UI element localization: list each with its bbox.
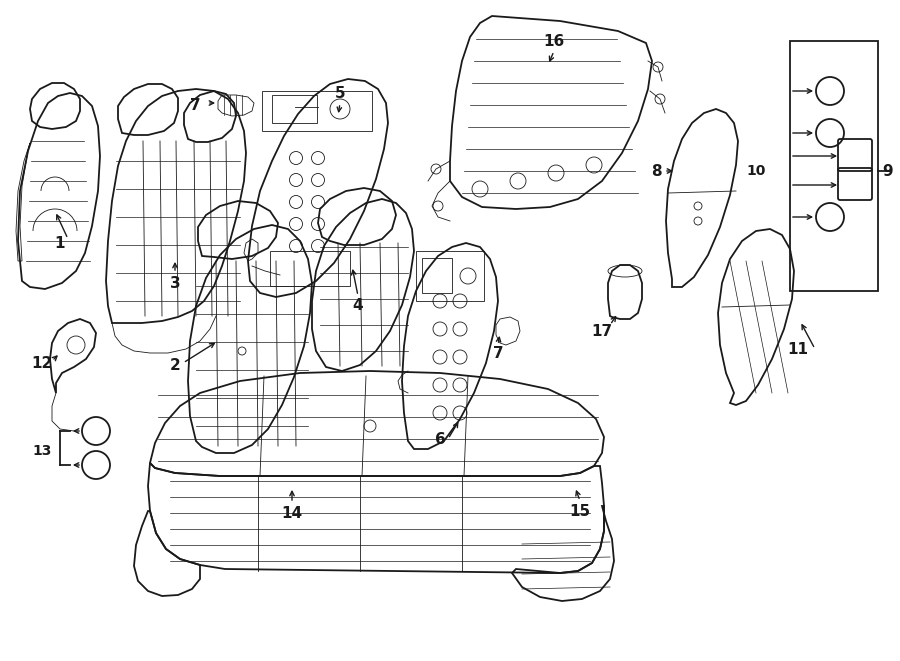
Bar — [416, 251, 484, 301]
Text: 10: 10 — [746, 164, 766, 178]
Text: 6: 6 — [435, 432, 446, 446]
Text: 16: 16 — [544, 34, 564, 48]
Bar — [270, 251, 350, 286]
Text: 7: 7 — [190, 98, 201, 114]
Text: 9: 9 — [883, 163, 894, 178]
Bar — [790, 41, 878, 291]
Text: 13: 13 — [32, 444, 51, 458]
Text: 7: 7 — [492, 346, 503, 360]
Bar — [422, 258, 452, 293]
Text: 2: 2 — [169, 358, 180, 373]
Text: 14: 14 — [282, 506, 302, 520]
Text: 12: 12 — [32, 356, 52, 371]
Text: 15: 15 — [570, 504, 590, 518]
Text: 4: 4 — [353, 299, 364, 313]
Text: 1: 1 — [55, 235, 65, 251]
Text: 5: 5 — [335, 85, 346, 100]
Bar — [272, 95, 317, 123]
Text: 11: 11 — [787, 342, 808, 356]
Text: 3: 3 — [170, 276, 180, 290]
Text: 8: 8 — [651, 163, 661, 178]
Text: 17: 17 — [591, 323, 613, 338]
Bar — [262, 91, 372, 131]
